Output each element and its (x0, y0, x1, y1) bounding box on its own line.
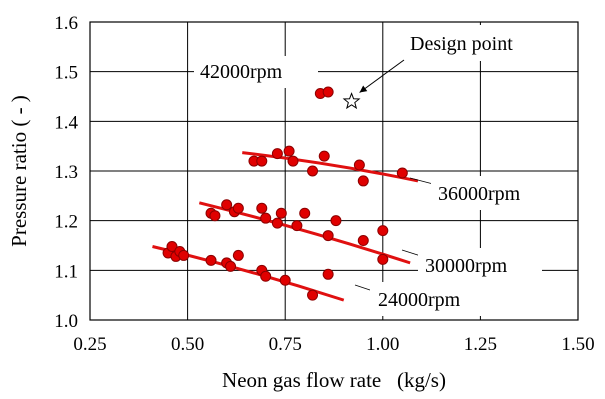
data-point (322, 230, 334, 242)
y-tick-label: 1.5 (54, 63, 78, 84)
design-point-label-box (396, 25, 558, 61)
x-tick-label: 0.25 (73, 334, 106, 355)
x-tick-labels: 0.25 0.50 0.75 1.00 1.25 1.50 (73, 334, 594, 355)
x-tick-label: 1.50 (561, 334, 594, 355)
series-label-box (418, 248, 542, 282)
series-label: 24000rpm (378, 289, 461, 311)
data-point (271, 217, 283, 229)
y-tick-label: 1.6 (54, 13, 78, 34)
design-point-star-icon (342, 92, 361, 110)
data-point (260, 270, 272, 282)
x-tick-label: 0.75 (269, 334, 302, 355)
data-point (166, 240, 178, 252)
y-tick-label: 1.4 (54, 112, 78, 133)
data-point (271, 148, 283, 160)
data-point (225, 260, 237, 272)
data-point (291, 220, 303, 232)
data-point (330, 215, 342, 227)
data-point (275, 207, 287, 219)
data-points (162, 86, 408, 301)
x-tick-label: 0.50 (171, 334, 204, 355)
data-point (357, 175, 369, 187)
data-point (322, 268, 334, 280)
series-label: 30000rpm (425, 255, 508, 277)
series-label: 36000rpm (438, 183, 521, 205)
y-tick-labels: 1.0 1.1 1.2 1.3 1.4 1.5 1.6 (54, 13, 78, 332)
data-point (377, 225, 389, 237)
y-tick-label: 1.2 (54, 212, 78, 233)
design-point-arrow (359, 59, 405, 93)
data-point (232, 249, 244, 261)
data-point (256, 155, 268, 167)
x-tick-label: 1.00 (366, 334, 399, 355)
trend-line (242, 151, 419, 183)
data-point (205, 254, 217, 266)
series-label-box (370, 282, 494, 316)
data-point (322, 86, 334, 98)
data-point (178, 249, 190, 261)
x-tick-label: 1.25 (464, 334, 497, 355)
plot-frame (89, 21, 579, 321)
y-axis-title: Pressure ratio ( - ) (7, 95, 31, 247)
data-point (256, 202, 268, 214)
design-point-arrowhead (359, 85, 368, 93)
data-point (279, 274, 291, 286)
y-tick-label: 1.0 (54, 311, 78, 332)
data-point (221, 199, 233, 211)
data-point (318, 150, 330, 162)
y-tick-label: 1.1 (54, 261, 78, 282)
series-label-box (194, 56, 318, 88)
design-point-label: Design point (410, 33, 513, 55)
data-point (307, 289, 319, 301)
series-label: 42000rpm (200, 61, 283, 83)
data-point (209, 210, 221, 222)
data-point (353, 159, 365, 171)
data-point (307, 165, 319, 177)
y-tick-label: 1.3 (54, 162, 78, 183)
data-point (377, 253, 389, 265)
data-point (299, 207, 311, 219)
data-point (357, 235, 369, 247)
data-point (283, 145, 295, 157)
data-point (260, 212, 272, 224)
series-labels: 42000rpm 36000rpm 30000rpm 24000rpm (194, 56, 554, 316)
data-point (232, 202, 244, 214)
x-axis-title: Neon gas flow rate (kg/s) (222, 368, 446, 392)
design-point-callout: Design point (342, 25, 558, 110)
data-point (396, 167, 408, 179)
data-point (287, 155, 299, 167)
series-label-box (431, 176, 554, 210)
